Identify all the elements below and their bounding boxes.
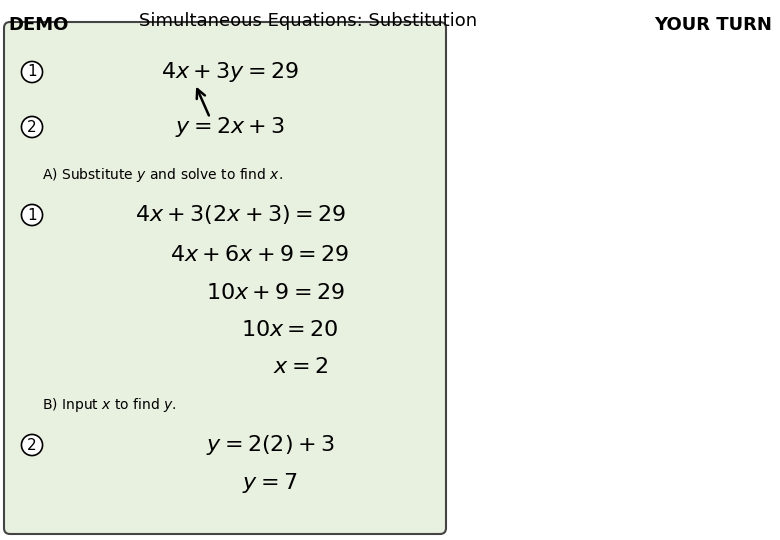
Text: $4x + 3(2x + 3) = 29$: $4x + 3(2x + 3) = 29$	[135, 204, 346, 226]
Text: B) Input $x$ to find $y$.: B) Input $x$ to find $y$.	[42, 396, 176, 414]
Text: $4x + 3y = 29$: $4x + 3y = 29$	[161, 60, 299, 84]
Text: $10x = 20$: $10x = 20$	[241, 320, 339, 340]
Text: 1: 1	[27, 64, 37, 79]
Text: YOUR TURN: YOUR TURN	[654, 16, 772, 34]
Text: 1: 1	[27, 207, 37, 222]
Text: 2: 2	[27, 119, 37, 134]
Text: $10x + 9 = 29$: $10x + 9 = 29$	[206, 283, 344, 303]
FancyArrowPatch shape	[197, 89, 209, 116]
Text: $y = 2x + 3$: $y = 2x + 3$	[175, 115, 285, 139]
Text: DEMO: DEMO	[8, 16, 69, 34]
Text: $y = 7$: $y = 7$	[243, 471, 298, 495]
Text: $x = 2$: $x = 2$	[272, 357, 328, 377]
Text: $4x + 6x + 9 = 29$: $4x + 6x + 9 = 29$	[171, 245, 349, 265]
Text: A) Substitute $y$ and solve to find $x$.: A) Substitute $y$ and solve to find $x$.	[42, 166, 283, 184]
Text: $y = 2(2) + 3$: $y = 2(2) + 3$	[206, 433, 334, 457]
FancyBboxPatch shape	[4, 22, 446, 534]
Text: Simultaneous Equations: Substitution: Simultaneous Equations: Substitution	[139, 12, 477, 30]
Text: 2: 2	[27, 437, 37, 453]
